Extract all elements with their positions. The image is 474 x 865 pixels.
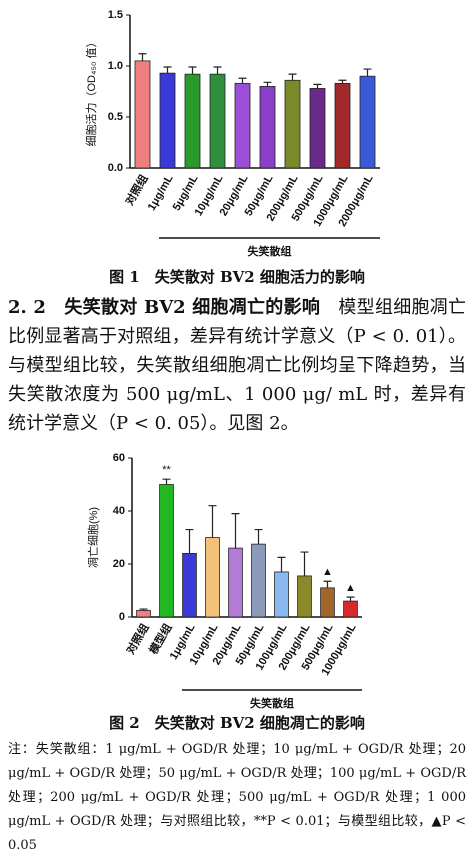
significance-mark: ** — [162, 464, 171, 476]
bar — [359, 75, 376, 169]
bar — [284, 79, 301, 169]
bar — [297, 575, 312, 618]
y-tick-label: 0 — [119, 611, 125, 623]
error-bar — [363, 68, 372, 77]
error-bar — [346, 596, 355, 602]
error-bar — [208, 505, 217, 538]
bar — [309, 88, 326, 169]
chart-2: 0204060凋亡细胞(%)对照组**模型组1μg/mL10μg/mL20μg/… — [86, 452, 362, 710]
error-bar — [238, 77, 247, 84]
y-tick-label: 40 — [113, 505, 125, 517]
bar — [274, 571, 289, 618]
y-axis-label: 细胞活力（OD₄₅₀ 值） — [85, 36, 98, 146]
group-label: 失笑散组 — [250, 696, 294, 710]
figure-caption: 图 1 失笑散对 BV2 细胞活力的影响 — [109, 268, 365, 286]
bar — [228, 547, 243, 618]
error-bar — [138, 53, 147, 61]
x-tick-label: 对照组 — [122, 172, 151, 208]
error-bar — [139, 608, 148, 611]
error-bar — [213, 66, 222, 75]
y-tick-label: 20 — [113, 558, 125, 570]
y-tick-label: 1.0 — [108, 60, 123, 72]
error-bar — [162, 478, 171, 485]
error-bar — [300, 551, 309, 576]
error-bar — [185, 528, 194, 554]
bar — [251, 543, 266, 618]
error-bar — [277, 556, 286, 572]
error-bar — [231, 513, 240, 549]
error-bar — [188, 66, 197, 75]
group-label: 失笑散组 — [248, 244, 292, 258]
bar — [159, 484, 174, 618]
error-bar — [323, 580, 332, 588]
bar — [209, 73, 226, 169]
bar — [259, 86, 276, 169]
bar — [205, 537, 220, 618]
section-body: 模型组细胞凋亡比例显著高于对照组，差异有统计学意义（P < 0. 01）。与模型… — [8, 297, 467, 434]
bar — [136, 609, 151, 618]
significance-mark: ▲ — [345, 582, 356, 594]
error-bar — [313, 83, 322, 89]
figure-note: 注：失笑散组：1 μg/mL + OGD/R 处理；10 μg/mL + OGD… — [8, 742, 466, 853]
section: 2. 2 失笑散对 BV2 细胞凋亡的影响 模型组细胞凋亡比例显著高于对照组，差… — [8, 293, 466, 438]
error-bar — [288, 73, 297, 81]
section-heading: 2. 2 失笑散对 BV2 细胞凋亡的影响 — [8, 297, 321, 318]
y-axis-label: 凋亡细胞(%) — [86, 507, 100, 568]
figure-caption: 图 2 失笑散对 BV2 细胞凋亡的影响 — [109, 714, 365, 732]
bar — [184, 73, 201, 169]
y-tick-label: 0.0 — [108, 162, 123, 174]
error-bar — [254, 528, 263, 545]
bar — [320, 587, 335, 618]
y-tick-label: 60 — [113, 452, 125, 464]
y-tick-label: 0.5 — [108, 111, 123, 123]
bar — [182, 553, 197, 618]
significance-mark: ▲ — [322, 566, 333, 578]
error-bar — [263, 81, 272, 87]
bar — [134, 60, 151, 169]
bar — [234, 82, 251, 169]
error-bar — [338, 79, 347, 84]
bar — [334, 82, 351, 169]
y-tick-label: 1.5 — [108, 9, 123, 21]
bar — [343, 600, 358, 618]
bar — [159, 72, 176, 169]
error-bar — [163, 66, 172, 74]
